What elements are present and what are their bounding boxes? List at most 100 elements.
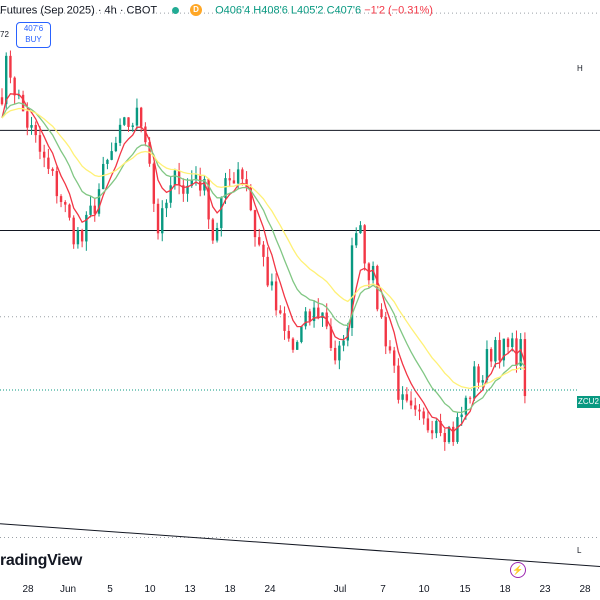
lightning-icon[interactable]: ⚡ bbox=[510, 562, 526, 578]
candle-body bbox=[494, 340, 497, 362]
candle-body bbox=[270, 281, 274, 286]
candle-body bbox=[342, 340, 345, 346]
x-tick-label: 13 bbox=[184, 584, 196, 595]
candle-body bbox=[489, 349, 493, 362]
candle-body bbox=[266, 256, 269, 286]
candle-body bbox=[9, 55, 12, 78]
candle-body bbox=[456, 417, 459, 442]
symbol-title[interactable]: Futures (Sep 2025) · 4h · CBOT bbox=[0, 4, 157, 17]
candle-body bbox=[42, 151, 46, 158]
candle-body bbox=[207, 178, 210, 220]
candle-body bbox=[304, 311, 307, 327]
candle-body bbox=[523, 339, 527, 397]
ohlc-values: O406'4 H408'6 L405'2 C407'6 bbox=[215, 4, 362, 17]
candle-body bbox=[380, 309, 383, 318]
candle-body bbox=[426, 418, 430, 431]
candle-body bbox=[144, 126, 147, 143]
candle-body bbox=[173, 170, 177, 186]
candle-body bbox=[338, 345, 341, 361]
candle-body bbox=[51, 168, 54, 172]
candle-body bbox=[312, 307, 316, 322]
change-value: −1'2 (−0.31%) bbox=[364, 4, 433, 17]
candle-body bbox=[519, 339, 522, 366]
candle-body bbox=[430, 430, 434, 434]
candle-body bbox=[0, 97, 4, 105]
market-open-dot-icon bbox=[171, 6, 179, 14]
candle-body bbox=[215, 228, 219, 241]
candle-body bbox=[291, 338, 295, 350]
candle-body bbox=[371, 265, 375, 281]
x-tick-label: 18 bbox=[499, 584, 511, 595]
candle-body bbox=[190, 179, 193, 186]
candle-body bbox=[85, 214, 88, 242]
candle-body bbox=[359, 225, 362, 234]
upper-level-tag: H bbox=[577, 64, 583, 73]
buy-price: 407'6 bbox=[23, 24, 44, 33]
candle-body bbox=[392, 350, 396, 366]
candle-body bbox=[156, 203, 160, 234]
candle-body bbox=[439, 420, 442, 433]
candle-body bbox=[131, 125, 134, 127]
candle-body bbox=[363, 225, 366, 264]
candle-body bbox=[203, 178, 206, 191]
candle-body bbox=[262, 244, 265, 257]
candle-body bbox=[295, 342, 299, 350]
x-tick-label: 23 bbox=[539, 584, 551, 595]
candle-body bbox=[110, 151, 113, 160]
candle-body bbox=[283, 313, 286, 331]
lower-level-tag: L bbox=[577, 546, 582, 555]
candle-body bbox=[258, 237, 261, 245]
x-tick-label: 28 bbox=[579, 584, 591, 595]
x-tick-label: 5 bbox=[107, 584, 113, 595]
candle-body bbox=[397, 365, 400, 400]
candle-body bbox=[198, 174, 202, 191]
trendline bbox=[0, 523, 600, 567]
candle-body bbox=[21, 94, 25, 112]
candle-body bbox=[308, 311, 312, 322]
candle-body bbox=[182, 185, 185, 194]
x-tick-label: Jul bbox=[333, 584, 347, 595]
candle-body bbox=[460, 414, 463, 418]
candle-body bbox=[186, 185, 189, 194]
candle-body bbox=[59, 196, 63, 203]
candle-body bbox=[502, 338, 506, 361]
candle-body bbox=[350, 245, 354, 328]
candle-body bbox=[477, 366, 480, 383]
candle-body bbox=[135, 107, 139, 126]
candle-body bbox=[287, 330, 290, 339]
d-badge: D bbox=[190, 4, 203, 16]
ma-mid-line bbox=[1, 102, 526, 414]
candle-body bbox=[481, 380, 484, 383]
x-tick-label: 10 bbox=[418, 584, 430, 595]
candle-body bbox=[443, 432, 446, 443]
candle-body bbox=[106, 159, 109, 164]
candle-body bbox=[38, 135, 42, 152]
candle-body bbox=[236, 169, 240, 184]
candle-body bbox=[401, 394, 404, 400]
candle-body bbox=[447, 426, 451, 443]
candle-body bbox=[245, 179, 248, 187]
candle-body bbox=[511, 338, 514, 348]
candle-body bbox=[64, 202, 67, 205]
candle-body bbox=[274, 281, 278, 311]
candle-body bbox=[422, 411, 425, 419]
left-fragment: 72 bbox=[0, 30, 9, 39]
buy-button[interactable]: 407'6 BUY bbox=[16, 22, 51, 48]
candle-body bbox=[177, 170, 181, 186]
candle-body bbox=[435, 420, 438, 434]
candle-body bbox=[452, 426, 455, 442]
candle-body bbox=[384, 317, 387, 347]
candle-body bbox=[241, 169, 244, 180]
candle-body bbox=[253, 210, 257, 238]
tradingview-logo: radingView bbox=[0, 552, 83, 569]
candle-body bbox=[388, 346, 392, 351]
candle-body bbox=[97, 189, 101, 214]
candle-body bbox=[418, 409, 421, 412]
candle-body bbox=[169, 185, 172, 203]
candle-body bbox=[123, 117, 126, 125]
candle-body bbox=[26, 111, 29, 128]
candle-body bbox=[76, 230, 80, 245]
candle-body bbox=[232, 180, 236, 184]
